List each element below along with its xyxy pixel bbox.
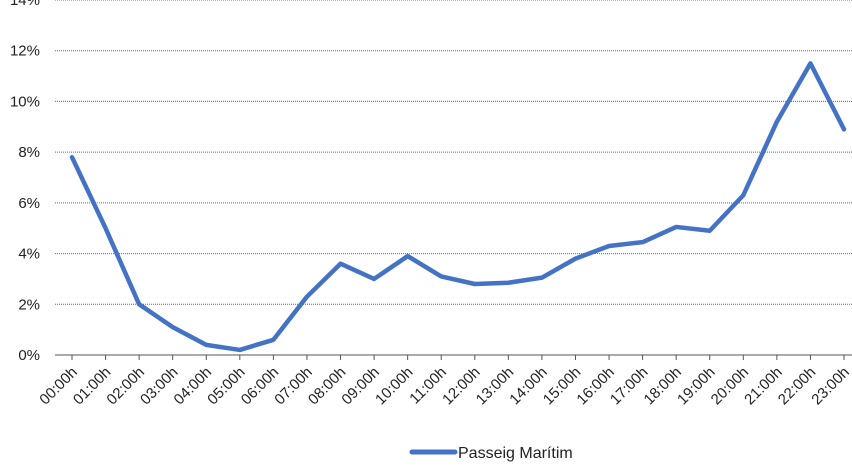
y-tick-label: 0%: [18, 347, 40, 364]
series-layer: [69, 61, 847, 353]
legend-label: Passeig Marítim: [458, 445, 573, 462]
y-tick-label: 6%: [18, 195, 40, 212]
y-axis: 0% 2% 4% 6% 8% 10% 12% 14%: [10, 0, 40, 364]
legend: Passeig Marítim: [409, 445, 573, 462]
x-tick-label: 23:00h: [808, 364, 852, 408]
y-tick-label: 14%: [10, 0, 40, 9]
gridlines: [55, 0, 852, 356]
x-axis: 00:00h01:00h02:00h03:00h04:00h05:00h06:0…: [36, 355, 852, 408]
y-tick-label: 2%: [18, 296, 40, 313]
y-tick-label: 8%: [18, 144, 40, 161]
series-line: [69, 61, 847, 353]
y-tick-label: 12%: [10, 43, 40, 60]
y-tick-label: 4%: [18, 246, 40, 263]
x-tick-label: 10:00h: [372, 364, 416, 408]
y-tick-label: 10%: [10, 93, 40, 110]
